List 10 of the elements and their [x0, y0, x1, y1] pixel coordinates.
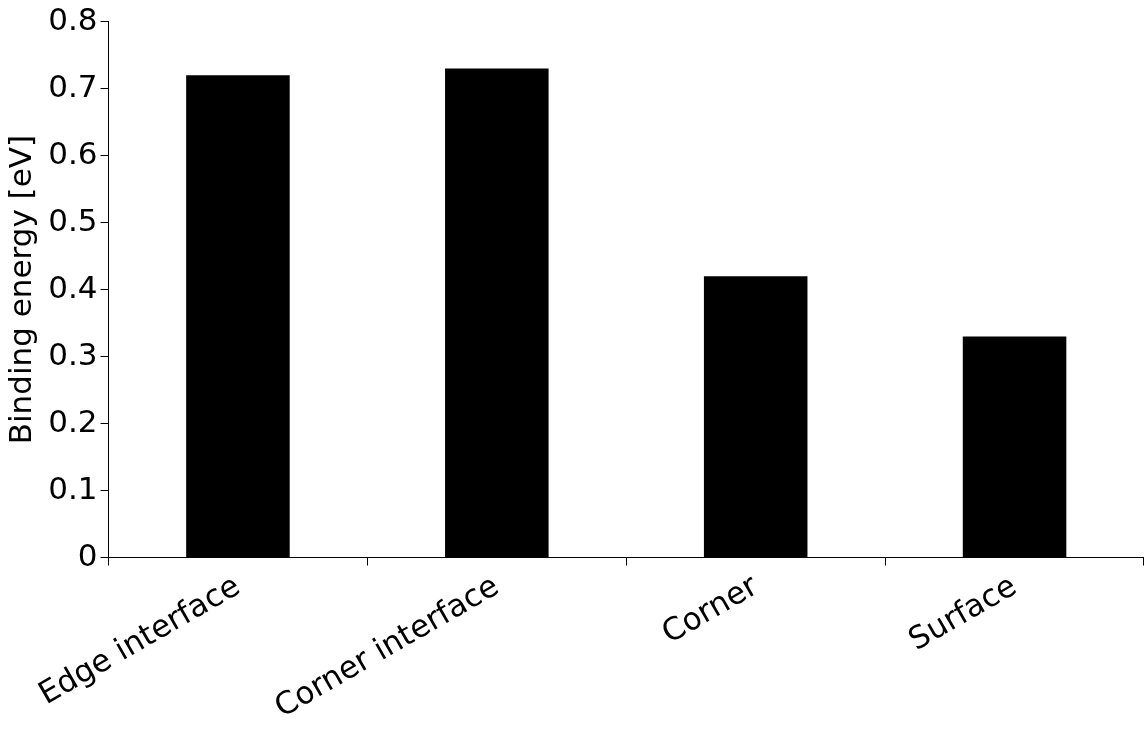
y-axis-title: Binding energy [eV] [1, 134, 38, 445]
y-tick-label: 0.4 [48, 268, 98, 305]
y-tick-label: 0.1 [48, 469, 98, 506]
y-tick-label: 0.3 [48, 335, 98, 372]
y-tick-label: 0.6 [48, 134, 98, 171]
y-tick-label: 0 [77, 536, 98, 573]
y-tick-label: 0.2 [48, 402, 98, 439]
y-tick-label: 0.7 [48, 67, 98, 104]
y-tick-label: 0.5 [48, 201, 98, 238]
y-tick-label: 0.8 [48, 0, 98, 37]
